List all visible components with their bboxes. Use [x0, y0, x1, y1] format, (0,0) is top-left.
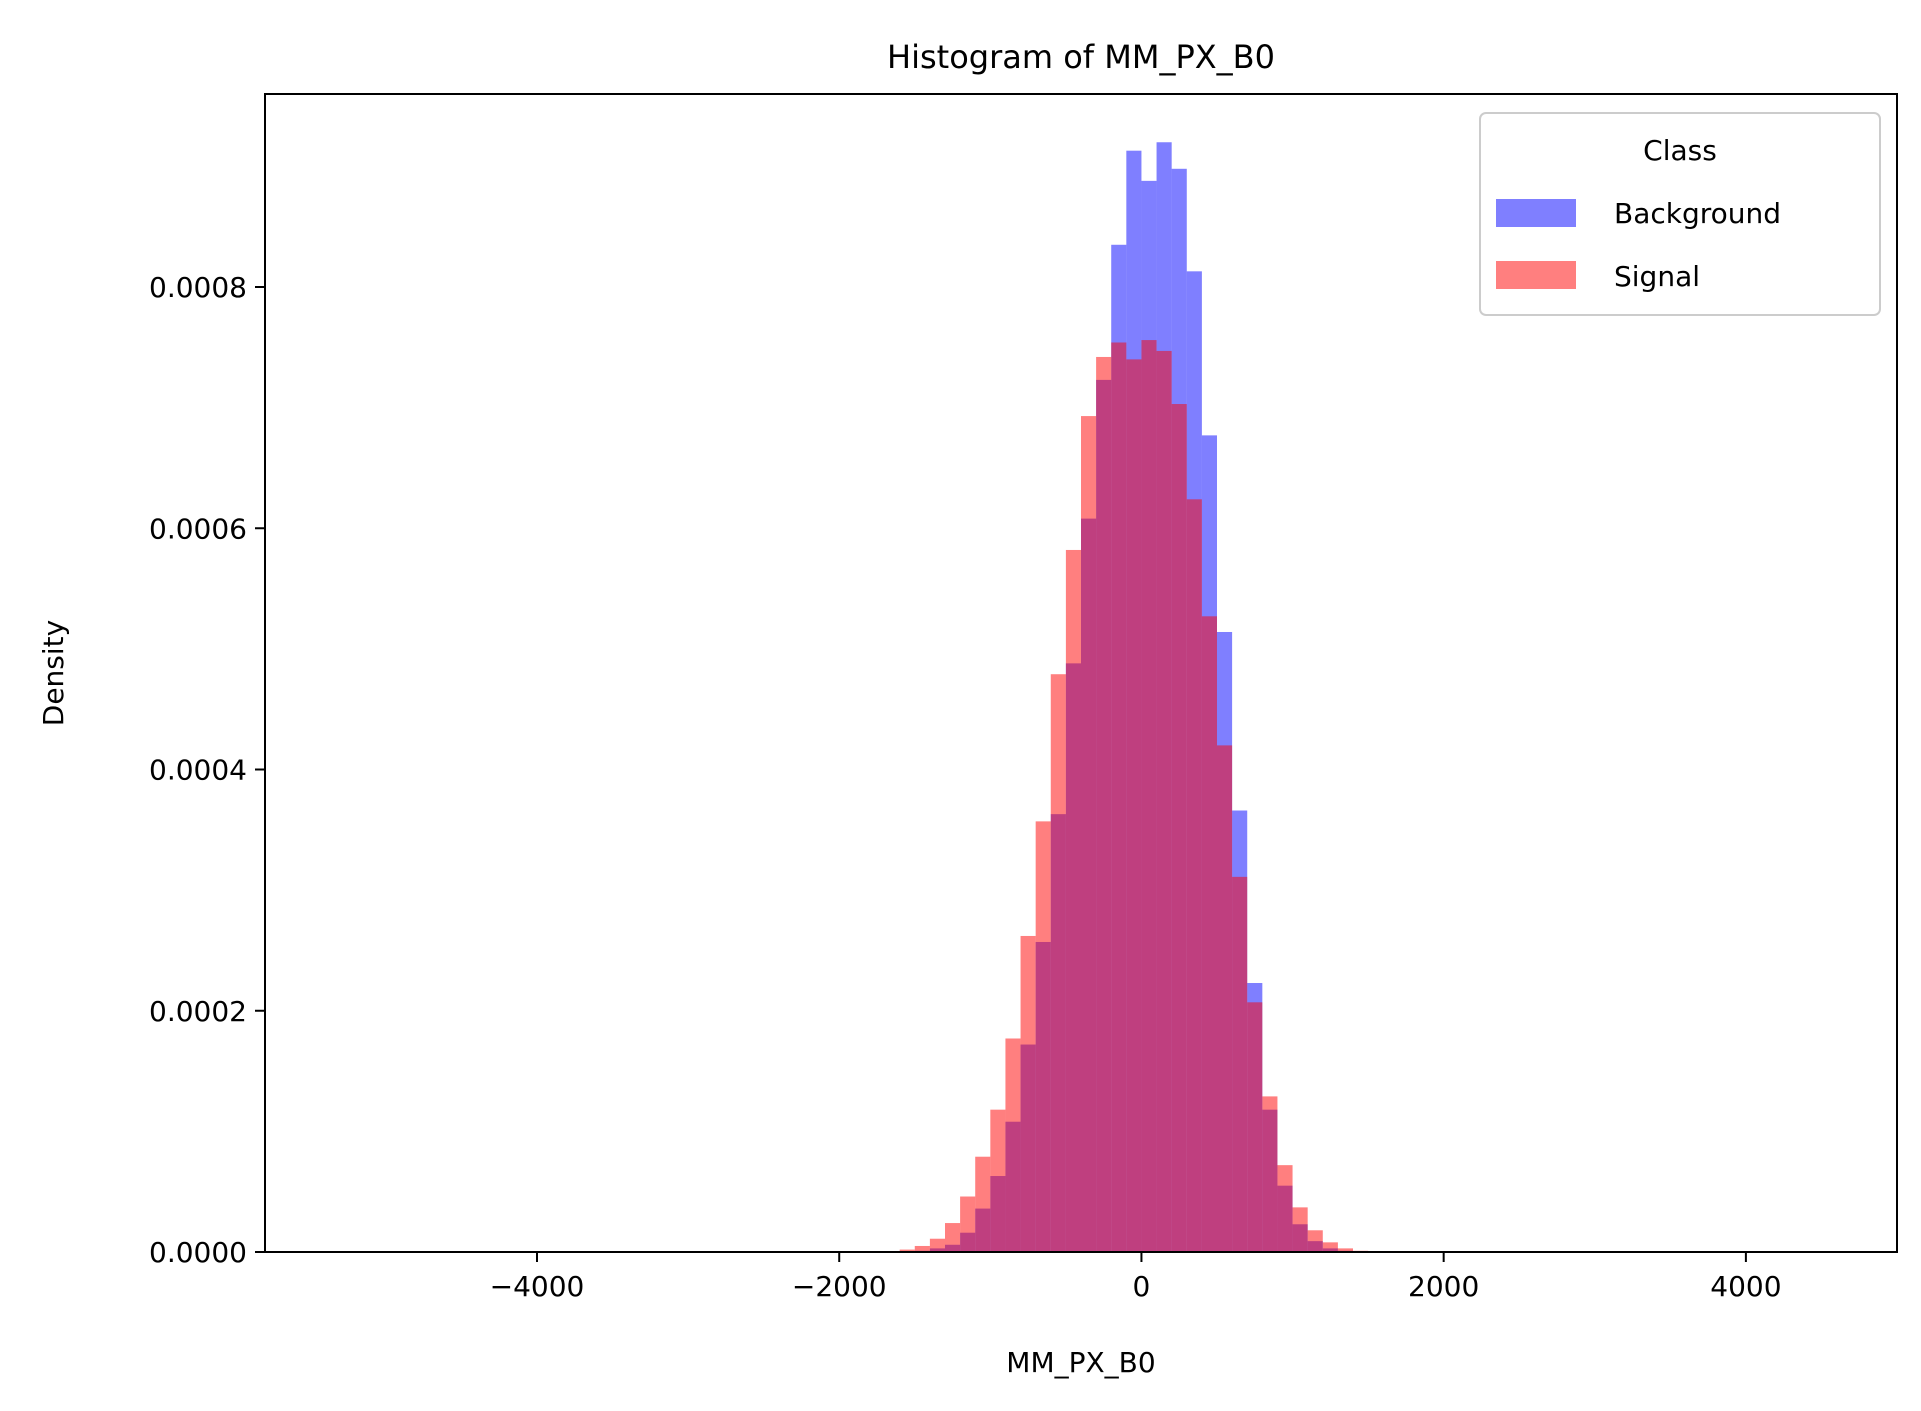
- bar-signal-13: [1096, 356, 1112, 1253]
- bar-signal-19: [1186, 499, 1202, 1252]
- bar-signal-28: [1322, 1242, 1338, 1252]
- bar-signal-27: [1307, 1230, 1323, 1252]
- bar-signal-24: [1262, 1096, 1278, 1252]
- legend-label-signal: Signal: [1614, 260, 1700, 293]
- chart-title: Histogram of MM_PX_B0: [887, 38, 1275, 76]
- y-tick-label: 0.0000: [149, 1236, 247, 1269]
- legend-swatch-signal: [1496, 261, 1576, 289]
- bars-layer: [899, 142, 1369, 1253]
- bar-signal-2: [929, 1238, 945, 1252]
- bar-signal-4: [960, 1196, 976, 1252]
- bar-signal-14: [1111, 342, 1127, 1252]
- bar-signal-3: [945, 1223, 961, 1252]
- x-tick-label: −2000: [792, 1270, 887, 1303]
- bar-signal-23: [1247, 1002, 1263, 1252]
- bar-signal-29: [1337, 1248, 1353, 1252]
- bar-signal-20: [1201, 616, 1217, 1252]
- series-signal: [899, 340, 1369, 1253]
- bar-signal-7: [1005, 1038, 1021, 1252]
- x-tick-label: −4000: [490, 1270, 585, 1303]
- y-tick-label: 0.0004: [149, 754, 247, 787]
- x-axis: −4000 −2000 0 2000 4000: [490, 1252, 1782, 1303]
- legend-swatch-background: [1496, 199, 1576, 227]
- y-axis-label: Density: [37, 620, 70, 726]
- bar-signal-12: [1081, 416, 1097, 1252]
- bar-signal-0: [899, 1249, 915, 1252]
- bar-signal-18: [1171, 404, 1187, 1252]
- y-tick-label: 0.0006: [149, 512, 247, 545]
- bar-signal-25: [1277, 1165, 1293, 1252]
- bar-signal-5: [975, 1156, 991, 1252]
- legend-title: Class: [1643, 134, 1717, 167]
- bar-signal-26: [1292, 1207, 1308, 1252]
- y-tick-label: 0.0002: [149, 995, 247, 1028]
- bar-signal-22: [1232, 876, 1248, 1252]
- x-tick-label: 4000: [1710, 1270, 1781, 1303]
- x-tick-label: 2000: [1408, 1270, 1479, 1303]
- x-axis-label: MM_PX_B0: [1006, 1346, 1155, 1379]
- legend: Class Background Signal: [1479, 112, 1881, 316]
- bar-signal-9: [1035, 821, 1051, 1252]
- bar-signal-10: [1050, 674, 1066, 1252]
- y-tick-label: 0.0008: [149, 271, 247, 304]
- legend-label-background: Background: [1614, 197, 1781, 230]
- bar-signal-21: [1217, 745, 1233, 1253]
- bar-signal-16: [1141, 340, 1157, 1252]
- bar-signal-11: [1065, 549, 1081, 1252]
- bar-signal-15: [1126, 359, 1142, 1252]
- y-axis: 0.0000 0.0002 0.0004 0.0006 0.0008: [149, 271, 265, 1269]
- bar-signal-8: [1020, 935, 1036, 1252]
- bar-signal-1: [914, 1245, 930, 1252]
- x-tick-label: 0: [1133, 1270, 1151, 1303]
- bar-signal-17: [1156, 350, 1172, 1252]
- plot-frame: [264, 93, 1898, 1253]
- bar-signal-6: [990, 1109, 1006, 1252]
- legend-box: [1479, 112, 1881, 316]
